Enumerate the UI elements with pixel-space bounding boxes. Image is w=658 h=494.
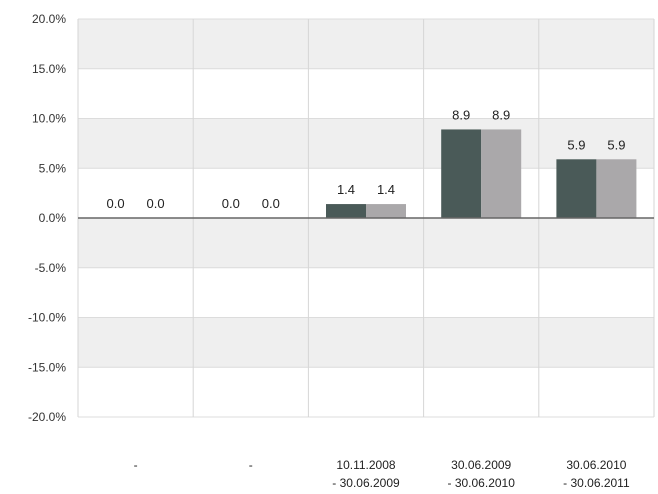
background-band bbox=[78, 19, 654, 69]
x-category-label: - 30.06.2010 bbox=[448, 476, 516, 490]
data-label: 0.0 bbox=[222, 196, 240, 211]
x-category-label: - bbox=[249, 458, 253, 472]
background-band bbox=[78, 218, 654, 268]
data-label: 8.9 bbox=[492, 107, 510, 122]
x-category-label: - bbox=[134, 458, 138, 472]
x-category-label: - 30.06.2009 bbox=[332, 476, 400, 490]
data-label: 5.9 bbox=[607, 137, 625, 152]
data-label: 0.0 bbox=[107, 196, 125, 211]
y-tick-label: 20.0% bbox=[32, 12, 66, 26]
bar bbox=[556, 159, 597, 218]
y-tick-label: 10.0% bbox=[32, 112, 66, 126]
data-label: 1.4 bbox=[337, 182, 355, 197]
data-label: 0.0 bbox=[147, 196, 165, 211]
y-tick-label: -15.0% bbox=[28, 360, 66, 374]
x-category-label: 30.06.2010 bbox=[566, 458, 626, 472]
bar bbox=[366, 204, 406, 218]
background-band bbox=[78, 317, 654, 368]
bars bbox=[326, 129, 637, 218]
y-tick-label: 0.0% bbox=[39, 211, 67, 225]
data-label: 0.0 bbox=[262, 196, 280, 211]
y-tick-label: -10.0% bbox=[28, 311, 66, 325]
x-category-label: 30.06.2009 bbox=[451, 458, 511, 472]
data-labels: 0.0 0.0 0.0 0.0 1.4 1.4 8.9 8.9 5.9 5.9 bbox=[107, 107, 626, 211]
bar bbox=[326, 204, 366, 218]
y-tick-label: 15.0% bbox=[32, 62, 66, 76]
y-axis-ticks: 20.0% 15.0% 10.0% 5.0% 0.0% -5.0% -10.0% -15.0%… bbox=[28, 12, 66, 424]
y-tick-label: 5.0% bbox=[39, 161, 67, 175]
data-label: 1.4 bbox=[377, 182, 395, 197]
y-tick-label: -20.0% bbox=[28, 410, 66, 424]
x-axis-category-labels: - - 10.11.2008 - 30.06.2009 30.06.2009 - 30.0… bbox=[134, 458, 630, 490]
bar bbox=[596, 159, 637, 218]
y-tick-label: -5.0% bbox=[35, 261, 67, 275]
x-category-label: - 30.06.2011 bbox=[563, 476, 630, 490]
data-label: 5.9 bbox=[567, 137, 585, 152]
bar bbox=[441, 129, 482, 218]
bar bbox=[481, 129, 522, 218]
data-label: 8.9 bbox=[452, 107, 470, 122]
x-category-label: 10.11.2008 bbox=[336, 458, 395, 472]
